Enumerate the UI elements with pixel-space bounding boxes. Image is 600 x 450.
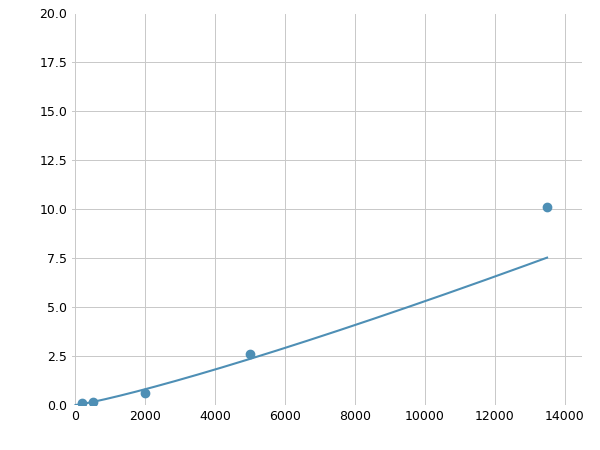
Point (88, 399, 98, 406)
Point (245, 351, 255, 358)
Point (77, 400, 87, 407)
Point (542, 204, 552, 211)
Point (140, 390, 150, 397)
